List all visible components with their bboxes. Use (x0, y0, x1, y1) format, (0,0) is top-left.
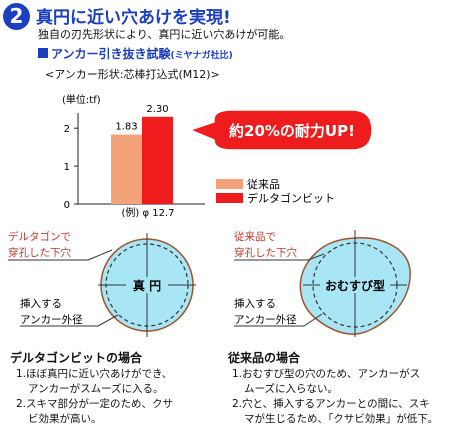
left-anchor-leader (20, 314, 119, 327)
bar-deltagon (142, 116, 173, 204)
subtitle: 独自の刃先形状により、真円に近い穴あけが可能。 (38, 28, 291, 41)
left-hole-leader (8, 249, 113, 261)
legend-swatch-deltagon (216, 193, 243, 203)
section-right-title: 従来品の場合 (228, 351, 301, 365)
section-left-item: 1.ほぼ真円に近い穴あけができ、 (16, 368, 173, 380)
left-center-label: 真 円 (133, 278, 161, 293)
left-anchor-label-2: アンカー外径 (20, 313, 83, 326)
left-anchor-label-1: 挿入する (20, 297, 62, 310)
test-heading: アンカー引き抜き試験(ミヤナガ社比) (38, 45, 233, 62)
left-center-label-bg (126, 277, 168, 293)
left-hole-label-2: 穿孔した下穴 (8, 246, 71, 259)
page-title: 真円に近い穴あけを実現! (36, 8, 231, 28)
y-tick-label: 2 (64, 124, 70, 135)
test-org: (ミヤナガ社比) (170, 51, 233, 61)
right-anchor-label-1: 挿入する (234, 297, 276, 310)
legend-label-deltagon: デルタゴンビット (247, 191, 335, 205)
x-category-label: (例) φ 12.7 (121, 206, 174, 219)
section-left-body: 1.ほぼ真円に近い穴あけができ、 アンカーがスムーズに入る。 2.スキマ部分が一… (16, 367, 221, 427)
section-left-item: ビ効果が高い。 (28, 413, 102, 425)
section-left-title: デルタゴンビットの場合 (10, 351, 143, 365)
section-right-item: ムーズに入らない。 (244, 383, 338, 395)
section-right-item: マが生じるため、「クサビ効果」が低下。 (244, 413, 439, 425)
y-tick-label: 1 (64, 162, 70, 173)
section-right-item: 2.穴と、挿入するアンカーとの間に、スキ (232, 398, 430, 410)
right-hole-leader (234, 253, 325, 261)
data-label: 2.30 (146, 104, 168, 115)
y-tick-label: 0 (64, 200, 70, 211)
condition-label: <アンカー形状:芯棒打込式(M12)> (45, 68, 220, 81)
callout-text: 約20%の耐力UP! (229, 122, 355, 140)
unit-label: (単位:tf) (62, 93, 101, 106)
data-label: 1.83 (115, 122, 137, 133)
test-title: アンカー引き抜き試験 (51, 47, 171, 61)
right-hole-label-1: 従来品で (234, 230, 276, 243)
section-right-body: 1.おむすび型の穴のため、アンカーがス ムーズに入らない。 2.穴と、挿入するア… (232, 367, 454, 427)
legend-swatch-conventional (216, 179, 243, 189)
left-hole-label-1: デルタゴンで (8, 230, 71, 243)
square-bullet-icon (38, 48, 48, 58)
legend-label-conventional: 従来品 (247, 178, 280, 191)
right-center-label-bg (320, 277, 390, 293)
right-center-label: おむすび型 (325, 278, 385, 293)
right-anchor-label-2: アンカー外径 (234, 313, 297, 326)
section-left-item: 2.スキマ部分が一定のため、クサ (16, 398, 174, 410)
section-number-badge: 2 (3, 3, 30, 30)
section-left-item: アンカーがスムーズに入る。 (28, 383, 164, 395)
right-hole-label-2: 穿孔した下穴 (234, 246, 297, 259)
callout-bubble (187, 109, 373, 151)
section-right-item: 1.おむすび型の穴のため、アンカーがス (232, 368, 421, 380)
bar-conventional (111, 134, 142, 204)
right-anchor-leader (234, 313, 323, 327)
